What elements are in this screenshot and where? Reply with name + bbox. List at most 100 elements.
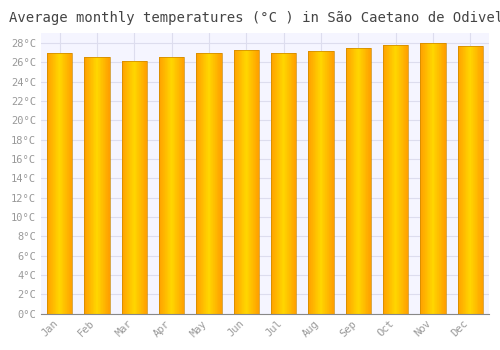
Bar [472,46,473,314]
Bar [253,50,254,314]
Bar [317,51,318,314]
Bar [108,57,109,314]
Bar [159,57,184,314]
Bar [219,52,220,314]
Bar [318,51,319,314]
Bar [477,46,478,314]
Bar [99,57,100,314]
Bar [406,45,407,314]
Bar [161,57,162,314]
Bar [203,52,204,314]
Bar [370,48,371,314]
Bar [174,57,175,314]
Bar [280,52,281,314]
Bar [322,51,323,314]
Bar [324,51,326,314]
Bar [51,52,52,314]
Bar [109,57,110,314]
Bar [367,48,368,314]
Bar [316,51,317,314]
Bar [62,52,63,314]
Bar [58,52,59,314]
Bar [431,43,432,314]
Bar [422,43,424,314]
Bar [134,61,135,314]
Bar [94,57,95,314]
Bar [200,52,202,314]
Bar [442,43,443,314]
Bar [105,57,106,314]
Bar [66,52,67,314]
Bar [474,46,476,314]
Bar [242,50,243,314]
Bar [172,57,173,314]
Bar [130,61,131,314]
Bar [88,57,90,314]
Bar [397,45,398,314]
Bar [136,61,137,314]
Bar [366,48,367,314]
Bar [47,52,72,314]
Bar [247,50,248,314]
Bar [181,57,182,314]
Bar [102,57,104,314]
Bar [160,57,161,314]
Bar [235,50,236,314]
Bar [460,46,462,314]
Bar [207,52,208,314]
Bar [468,46,469,314]
Bar [245,50,246,314]
Bar [246,50,247,314]
Bar [282,52,283,314]
Bar [464,46,465,314]
Bar [393,45,394,314]
Bar [132,61,133,314]
Bar [54,52,55,314]
Bar [68,52,69,314]
Bar [278,52,279,314]
Title: Average monthly temperatures (°C ) in São Caetano de Odivelas: Average monthly temperatures (°C ) in Sã… [10,11,500,25]
Bar [357,48,358,314]
Bar [56,52,57,314]
Bar [347,48,348,314]
Bar [244,50,245,314]
Bar [97,57,98,314]
Bar [173,57,174,314]
Bar [386,45,388,314]
Bar [436,43,438,314]
Bar [369,48,370,314]
Bar [402,45,403,314]
Bar [441,43,442,314]
Bar [403,45,404,314]
Bar [61,52,62,314]
Bar [124,61,125,314]
Bar [459,46,460,314]
Bar [294,52,295,314]
Bar [320,51,321,314]
Bar [216,52,217,314]
Bar [481,46,482,314]
Bar [90,57,92,314]
Bar [258,50,259,314]
Bar [85,57,86,314]
Bar [276,52,277,314]
Bar [471,46,472,314]
Bar [133,61,134,314]
Bar [287,52,288,314]
Bar [424,43,426,314]
Bar [391,45,392,314]
Bar [87,57,88,314]
Bar [277,52,278,314]
Bar [220,52,221,314]
Bar [167,57,168,314]
Bar [429,43,430,314]
Bar [196,52,197,314]
Bar [348,48,350,314]
Bar [254,50,255,314]
Bar [256,50,257,314]
Bar [176,57,178,314]
Bar [272,52,273,314]
Bar [469,46,470,314]
Bar [395,45,396,314]
Bar [291,52,292,314]
